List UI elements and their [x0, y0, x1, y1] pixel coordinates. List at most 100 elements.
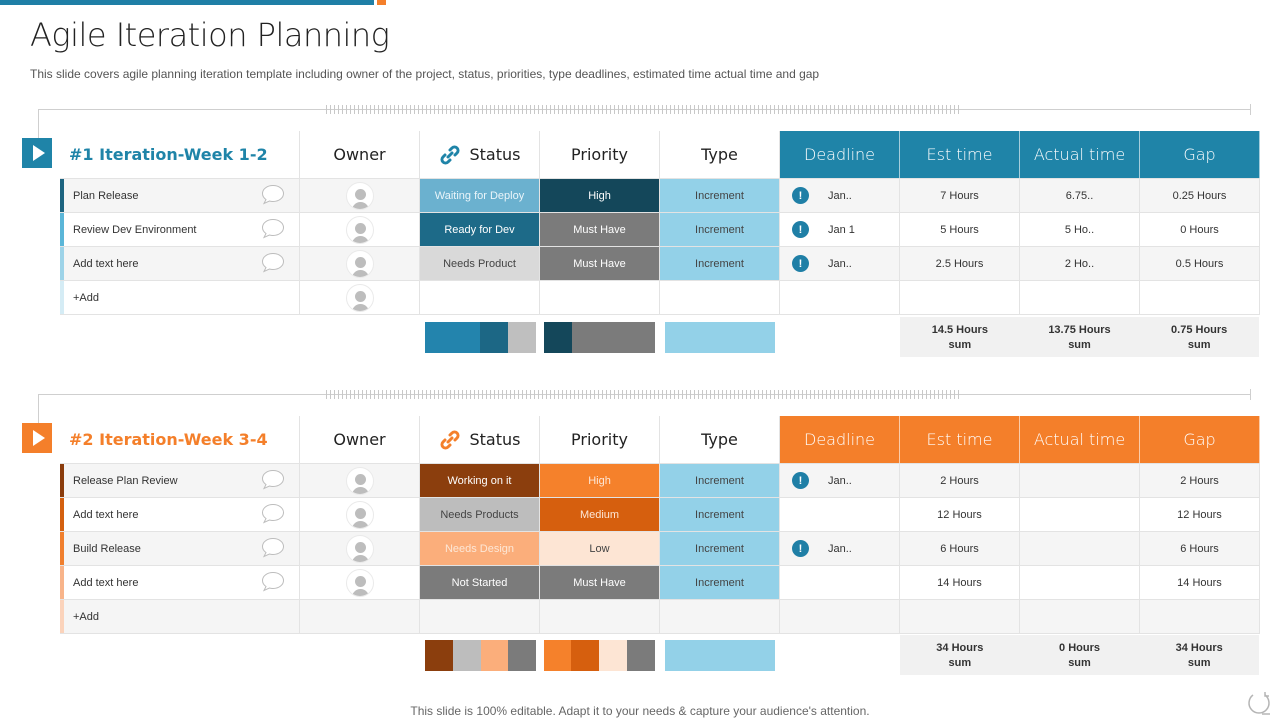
- owner-cell[interactable]: [300, 498, 420, 531]
- comment-bubble-icon[interactable]: [261, 469, 285, 490]
- priority-badge[interactable]: High: [540, 464, 659, 497]
- status-badge[interactable]: Waiting for Deploy: [420, 179, 539, 212]
- status-cell[interactable]: Needs Product: [420, 247, 540, 280]
- est-time-cell[interactable]: 2 Hours: [900, 464, 1020, 497]
- comment-bubble-icon[interactable]: [261, 184, 285, 205]
- task-cell[interactable]: +Add: [60, 281, 300, 314]
- comment-bubble-icon[interactable]: [261, 503, 285, 524]
- est-time-cell[interactable]: 5 Hours: [900, 213, 1020, 246]
- actual-time-cell[interactable]: 6.75..: [1020, 179, 1140, 212]
- priority-badge[interactable]: Medium: [540, 498, 659, 531]
- est-time-cell[interactable]: [900, 281, 1020, 314]
- owner-cell[interactable]: [300, 566, 420, 599]
- expand-iteration-button[interactable]: [22, 138, 52, 168]
- owner-cell[interactable]: [300, 179, 420, 212]
- owner-cell[interactable]: [300, 281, 420, 314]
- type-badge[interactable]: Increment: [660, 464, 779, 497]
- owner-avatar[interactable]: [345, 181, 374, 210]
- deadline-cell[interactable]: [780, 600, 900, 633]
- type-cell[interactable]: Increment: [660, 179, 780, 212]
- type-badge[interactable]: Increment: [660, 213, 779, 246]
- task-cell[interactable]: Build Release: [60, 532, 300, 565]
- status-cell[interactable]: Ready for Dev: [420, 213, 540, 246]
- priority-cell[interactable]: Must Have: [540, 566, 660, 599]
- priority-badge[interactable]: Must Have: [540, 247, 659, 280]
- type-badge[interactable]: Increment: [660, 498, 779, 531]
- priority-badge[interactable]: High: [540, 179, 659, 212]
- status-badge[interactable]: Ready for Dev: [420, 213, 539, 246]
- status-cell[interactable]: Needs Design: [420, 532, 540, 565]
- status-badge[interactable]: Working on it: [420, 464, 539, 497]
- task-cell[interactable]: Add text here: [60, 247, 300, 280]
- comment-bubble-icon[interactable]: [261, 571, 285, 592]
- type-cell[interactable]: Increment: [660, 532, 780, 565]
- priority-cell[interactable]: [540, 600, 660, 633]
- gap-cell[interactable]: 0 Hours: [1140, 213, 1260, 246]
- task-cell[interactable]: Review Dev Environment: [60, 213, 300, 246]
- priority-cell[interactable]: [540, 281, 660, 314]
- status-cell[interactable]: [420, 281, 540, 314]
- type-cell[interactable]: Increment: [660, 498, 780, 531]
- owner-avatar[interactable]: [345, 534, 374, 563]
- owner-avatar[interactable]: [345, 283, 374, 312]
- gap-cell[interactable]: 2 Hours: [1140, 464, 1260, 497]
- type-cell[interactable]: Increment: [660, 566, 780, 599]
- owner-avatar[interactable]: [345, 500, 374, 529]
- status-cell[interactable]: Waiting for Deploy: [420, 179, 540, 212]
- status-cell[interactable]: Not Started: [420, 566, 540, 599]
- owner-avatar[interactable]: [345, 249, 374, 278]
- type-badge[interactable]: Increment: [660, 532, 779, 565]
- actual-time-cell[interactable]: [1020, 464, 1140, 497]
- owner-cell[interactable]: [300, 213, 420, 246]
- est-time-cell[interactable]: 14 Hours: [900, 566, 1020, 599]
- comment-bubble-icon[interactable]: [261, 252, 285, 273]
- deadline-cell[interactable]: [780, 498, 900, 531]
- status-cell[interactable]: Needs Products: [420, 498, 540, 531]
- priority-cell[interactable]: Low: [540, 532, 660, 565]
- actual-time-cell[interactable]: 2 Ho..: [1020, 247, 1140, 280]
- task-cell[interactable]: +Add: [60, 600, 300, 633]
- type-badge[interactable]: Increment: [660, 179, 779, 212]
- actual-time-cell[interactable]: [1020, 600, 1140, 633]
- actual-time-cell[interactable]: [1020, 498, 1140, 531]
- owner-cell[interactable]: [300, 532, 420, 565]
- status-cell[interactable]: Working on it: [420, 464, 540, 497]
- type-badge[interactable]: Increment: [660, 566, 779, 599]
- gap-cell[interactable]: 0.25 Hours: [1140, 179, 1260, 212]
- est-time-cell[interactable]: 6 Hours: [900, 532, 1020, 565]
- status-badge[interactable]: Needs Design: [420, 532, 539, 565]
- est-time-cell[interactable]: [900, 600, 1020, 633]
- actual-time-cell[interactable]: [1020, 281, 1140, 314]
- task-name[interactable]: +Add: [73, 291, 99, 304]
- priority-badge[interactable]: Must Have: [540, 566, 659, 599]
- gap-cell[interactable]: 14 Hours: [1140, 566, 1260, 599]
- expand-iteration-button[interactable]: [22, 423, 52, 453]
- owner-cell[interactable]: [300, 247, 420, 280]
- type-cell[interactable]: Increment: [660, 247, 780, 280]
- deadline-cell[interactable]: [780, 281, 900, 314]
- deadline-cell[interactable]: ! Jan 1: [780, 213, 900, 246]
- priority-cell[interactable]: High: [540, 179, 660, 212]
- task-cell[interactable]: Release Plan Review: [60, 464, 300, 497]
- status-cell[interactable]: [420, 600, 540, 633]
- task-name[interactable]: +Add: [73, 610, 99, 623]
- priority-cell[interactable]: High: [540, 464, 660, 497]
- actual-time-cell[interactable]: 5 Ho..: [1020, 213, 1140, 246]
- deadline-cell[interactable]: ! Jan..: [780, 247, 900, 280]
- type-badge[interactable]: Increment: [660, 247, 779, 280]
- comment-bubble-icon[interactable]: [261, 218, 285, 239]
- status-badge[interactable]: Not Started: [420, 566, 539, 599]
- priority-badge[interactable]: Low: [540, 532, 659, 565]
- owner-avatar[interactable]: [345, 568, 374, 597]
- deadline-cell[interactable]: [780, 566, 900, 599]
- gap-cell[interactable]: 6 Hours: [1140, 532, 1260, 565]
- priority-cell[interactable]: Must Have: [540, 213, 660, 246]
- comment-bubble-icon[interactable]: [261, 537, 285, 558]
- est-time-cell[interactable]: 2.5 Hours: [900, 247, 1020, 280]
- gap-cell[interactable]: 0.5 Hours: [1140, 247, 1260, 280]
- priority-cell[interactable]: Must Have: [540, 247, 660, 280]
- owner-cell[interactable]: [300, 600, 420, 633]
- est-time-cell[interactable]: 7 Hours: [900, 179, 1020, 212]
- priority-cell[interactable]: Medium: [540, 498, 660, 531]
- task-cell[interactable]: Add text here: [60, 498, 300, 531]
